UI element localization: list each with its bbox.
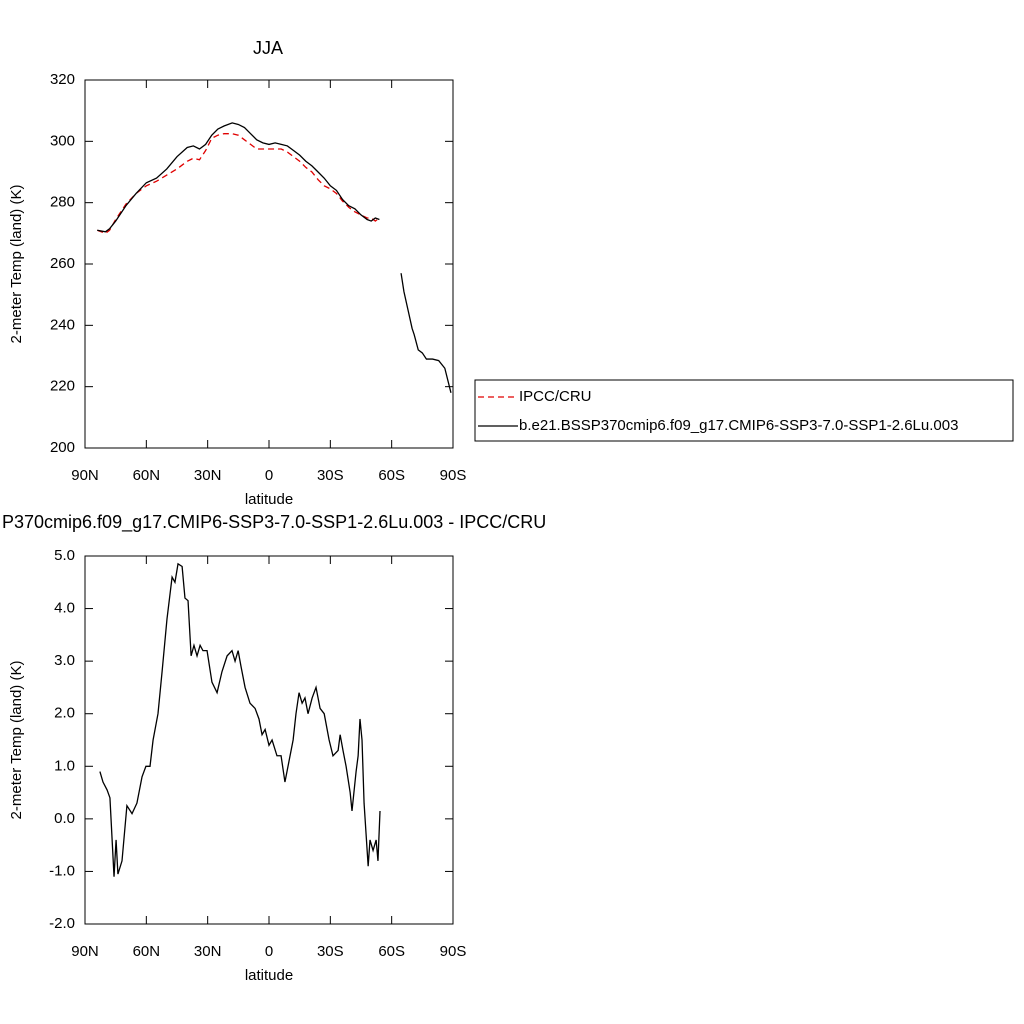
x-tick-label: 0 bbox=[265, 467, 273, 484]
x-tick-label: 90N bbox=[71, 467, 99, 484]
y-tick-label: 1.0 bbox=[54, 757, 75, 774]
legend-box bbox=[474, 379, 1014, 442]
y-tick-label: 300 bbox=[50, 132, 75, 149]
y-tick-label: 260 bbox=[50, 255, 75, 272]
y-tick-label: 220 bbox=[50, 378, 75, 395]
x-tick-label: 90N bbox=[71, 943, 99, 960]
y-tick-label: -2.0 bbox=[49, 915, 75, 932]
y-tick-label: 0.0 bbox=[54, 810, 75, 827]
x-axis-title: latitude bbox=[245, 491, 293, 508]
y-axis-title: 2-meter Temp (land) (K) bbox=[8, 185, 25, 344]
x-tick-label: 60N bbox=[133, 467, 161, 484]
x-axis-title: latitude bbox=[245, 967, 293, 984]
y-tick-label: 320 bbox=[50, 71, 75, 88]
x-tick-label: 30N bbox=[194, 943, 222, 960]
x-tick-label: 60S bbox=[378, 943, 405, 960]
x-tick-label: 30S bbox=[317, 467, 344, 484]
y-tick-label: 4.0 bbox=[54, 600, 75, 617]
plot-frame bbox=[84, 79, 454, 449]
legend-label: IPCC/CRU bbox=[519, 388, 592, 405]
y-tick-label: 280 bbox=[50, 194, 75, 211]
y-tick-label: 240 bbox=[50, 316, 75, 333]
x-tick-label: 0 bbox=[265, 943, 273, 960]
data-line bbox=[97, 133, 380, 235]
y-tick-label: -1.0 bbox=[49, 862, 75, 879]
data-line bbox=[99, 562, 381, 877]
x-tick-label: 30S bbox=[317, 943, 344, 960]
x-tick-label: 60N bbox=[133, 943, 161, 960]
y-tick-label: 5.0 bbox=[54, 547, 75, 564]
legend-label: b.e21.BSSP370cmip6.f09_g17.CMIP6-SSP3-7.… bbox=[519, 417, 958, 434]
y-tick-label: 2.0 bbox=[54, 705, 75, 722]
x-tick-label: 90S bbox=[440, 467, 467, 484]
y-tick-label: 200 bbox=[50, 439, 75, 456]
data-line bbox=[97, 122, 452, 393]
y-axis-title: 2-meter Temp (land) (K) bbox=[8, 661, 25, 820]
chart-title: P370cmip6.f09_g17.CMIP6-SSP3-7.0-SSP1-2.… bbox=[2, 512, 546, 533]
plot-frame bbox=[84, 555, 454, 925]
x-tick-label: 30N bbox=[194, 467, 222, 484]
x-tick-label: 60S bbox=[378, 467, 405, 484]
y-tick-label: 3.0 bbox=[54, 652, 75, 669]
chart-title: JJA bbox=[253, 38, 283, 58]
x-tick-label: 90S bbox=[440, 943, 467, 960]
